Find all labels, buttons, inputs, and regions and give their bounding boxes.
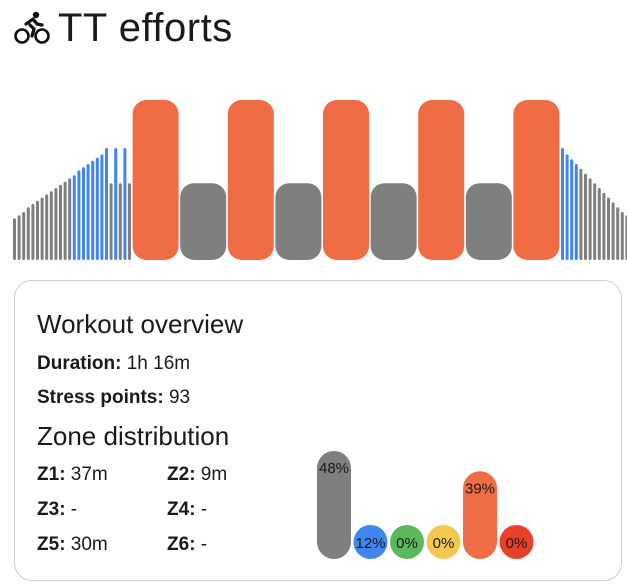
zone-value: -	[70, 499, 78, 520]
zone-bar-z1	[317, 451, 351, 559]
page-title: TT efforts	[58, 5, 233, 50]
interval-block-z1	[22, 212, 26, 260]
interval-block-z1	[118, 183, 122, 260]
stress-points-label: Stress points	[37, 387, 158, 408]
interval-block-z1	[36, 200, 39, 260]
zone-stat-z4: Z4: -	[167, 499, 208, 520]
interval-block-z1	[611, 202, 615, 260]
interval-block-z1	[68, 178, 72, 260]
duration-stat: Duration: 1h 16m	[37, 353, 191, 374]
interval-block-z2	[77, 170, 81, 260]
interval-block-z2	[123, 148, 127, 260]
interval-block-z1	[17, 215, 21, 260]
interval-block-z5	[227, 100, 274, 260]
zone-value: 30m	[70, 534, 108, 555]
interval-block-z1	[607, 197, 610, 260]
interval-block-z1	[584, 173, 587, 260]
interval-block-z1	[31, 204, 35, 260]
interval-block-z1	[59, 184, 62, 260]
interval-block-z1	[616, 207, 620, 260]
zone-stat-z3: Z3: -	[37, 499, 78, 520]
interval-block-z1	[275, 183, 322, 260]
zone-bar-z3	[390, 525, 424, 559]
zone-label: Z2	[167, 464, 190, 485]
zone-bar-z6	[499, 525, 534, 559]
interval-block-z2	[114, 148, 118, 260]
interval-block-z1	[370, 183, 417, 260]
zone-bar-label-z2: 12%	[355, 535, 385, 552]
interval-block-z1	[602, 192, 606, 260]
duration-label: Duration	[37, 353, 116, 374]
zone-value: -	[200, 499, 208, 520]
interval-block-z2	[574, 164, 578, 260]
zone-distribution-title: Zone distribution	[37, 421, 230, 451]
zone-distribution-chart: 48% 12% 0% 0% 39% 0%	[317, 451, 534, 559]
interval-block-z1	[579, 168, 583, 260]
zone-label: Z5	[37, 534, 60, 555]
interval-block-z1	[588, 178, 592, 260]
interval-block-z1	[180, 183, 227, 260]
interval-block-z1	[620, 212, 624, 260]
interval-block-z2	[100, 154, 104, 260]
cyclist-icon	[14, 11, 50, 44]
interval-block-z2	[570, 159, 574, 260]
workout-overview-card: Workout overview Duration: 1h 16m Stress…	[14, 280, 622, 581]
interval-block-z1	[597, 188, 601, 260]
zone-value: 9m	[200, 464, 228, 485]
zone-stat-z6: Z6: -	[167, 534, 208, 555]
interval-block-z1	[128, 183, 131, 260]
interval-block-z1	[40, 197, 44, 260]
workout-overview-title: Workout overview	[37, 309, 244, 339]
interval-block-z2	[91, 160, 95, 260]
interval-block-z5	[418, 100, 465, 260]
zone-value: 37m	[70, 464, 108, 485]
duration-value: 1h 16m	[126, 353, 191, 374]
zone-bar-label-z6: 0%	[506, 535, 528, 552]
interval-block-z2	[86, 164, 90, 260]
zone-stat-z1: Z1: 37m	[37, 464, 108, 485]
interval-block-z2	[72, 175, 76, 260]
zone-label: Z6	[167, 534, 190, 555]
zone-bar-z4	[426, 525, 461, 559]
zone-label: Z4	[167, 499, 190, 520]
zone-bar-label-z5: 39%	[465, 480, 495, 497]
interval-block-z1	[49, 191, 53, 260]
interval-block-z1	[593, 183, 597, 260]
interval-block-z1	[54, 188, 58, 260]
interval-block-z1	[26, 207, 30, 260]
interval-block-z1	[13, 218, 16, 260]
zone-bar-z2	[353, 525, 388, 559]
interval-block-z2	[561, 148, 564, 260]
workout-graph	[13, 100, 627, 260]
interval-block-z2	[105, 148, 108, 260]
interval-block-z1	[465, 183, 512, 260]
interval-block-z1	[63, 181, 67, 260]
interval-block-z5	[513, 100, 560, 260]
interval-block-z1	[109, 183, 113, 260]
zone-bar-label-z4: 0%	[433, 535, 455, 552]
zone-label: Z1	[37, 464, 60, 485]
zone-bar-label-z3: 0%	[396, 535, 418, 552]
zone-label: Z3	[37, 499, 60, 520]
interval-block-z2	[82, 167, 85, 260]
zone-stat-z2: Z2: 9m	[167, 464, 228, 485]
stress-points-stat: Stress points: 93	[37, 387, 191, 408]
zone-bar-z5	[463, 471, 497, 559]
zone-value: -	[200, 534, 208, 555]
zone-bar-label-z1: 48%	[319, 460, 349, 477]
interval-block-z2	[565, 154, 569, 260]
page-header: TT efforts	[14, 4, 233, 52]
zone-stat-z5: Z5: 30m	[37, 534, 108, 555]
interval-block-z5	[132, 100, 179, 260]
interval-block-z2	[95, 157, 99, 260]
stress-points-value: 93	[168, 387, 191, 408]
interval-block-z1	[45, 194, 49, 260]
interval-block-z5	[323, 100, 369, 260]
